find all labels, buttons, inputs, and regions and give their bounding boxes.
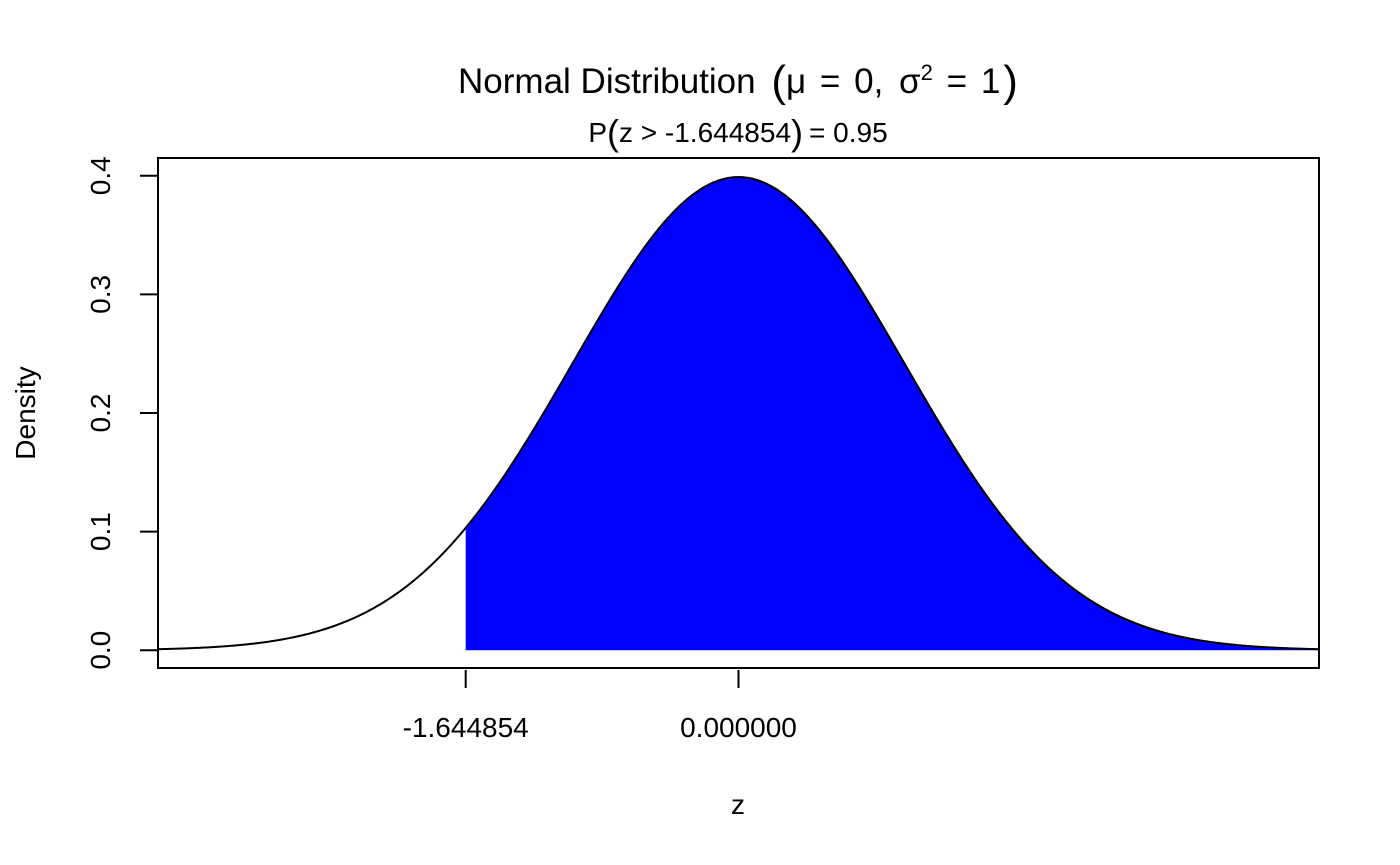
chart-title: Normal Distribution (μ = 0, σ2 = 1) <box>458 49 1018 106</box>
y-tick-label: 0.0 <box>85 631 116 670</box>
y-tick-label: 0.1 <box>85 512 116 551</box>
title-sigma-value: 1 <box>981 62 1000 101</box>
x-axis: -1.644854 0.000000 <box>403 670 797 743</box>
y-tick-label: 0.2 <box>85 394 116 433</box>
title-sigma-power: 2 <box>921 60 933 85</box>
subtitle-result: = 0.95 <box>809 117 888 148</box>
y-tick-label: 0.3 <box>85 275 116 314</box>
subtitle-condition: z > -1.644854 <box>619 117 791 148</box>
y-tick-label: 0.4 <box>85 156 116 195</box>
title-sigma-symbol: σ <box>899 62 921 101</box>
y-axis-label: Density <box>10 366 41 459</box>
y-axis: 0.0 0.1 0.2 0.3 0.4 <box>85 156 158 670</box>
shaded-probability-area <box>465 177 1319 651</box>
x-tick-label: -1.644854 <box>403 712 529 743</box>
subtitle-prob-prefix: P <box>588 117 607 148</box>
plot-content <box>157 176 1320 651</box>
x-axis-label: z <box>731 789 745 820</box>
density-curve <box>157 176 1320 651</box>
title-mu-symbol: μ <box>786 62 806 101</box>
title-prefix: Normal Distribution <box>458 62 756 101</box>
chart-subtitle: P(z > -1.644854) = 0.95 <box>588 112 887 153</box>
x-tick-label: 0.000000 <box>680 712 797 743</box>
title-mu-value: 0 <box>854 62 873 101</box>
